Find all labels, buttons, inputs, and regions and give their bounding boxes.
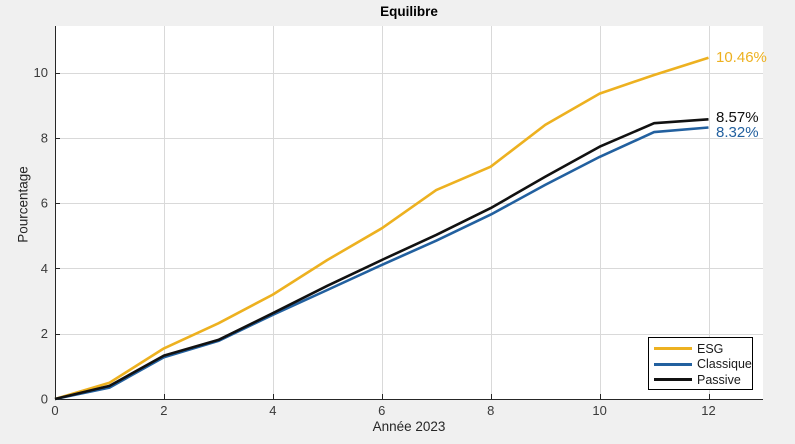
legend-item-classique[interactable]: Classique	[649, 357, 752, 373]
legend[interactable]: ESG Classique Passive	[648, 337, 753, 390]
plot-area	[55, 26, 763, 399]
x-tick-label-8: 8	[487, 403, 494, 418]
series-line-classique	[54, 126, 709, 401]
series-line-passive	[54, 118, 709, 401]
x-tick-label-4: 4	[269, 403, 276, 418]
x-tick-label-0: 0	[51, 403, 58, 418]
legend-swatch-esg	[654, 347, 692, 351]
y-tick-label-2: 2	[41, 326, 48, 341]
x-tick-label-10: 10	[592, 403, 606, 418]
series-end-label-passive: 8.57%	[716, 108, 759, 126]
series-end-label-classique: 8.32%	[716, 123, 759, 141]
y-tick-label-4: 4	[41, 261, 48, 276]
legend-swatch-classique	[654, 362, 692, 366]
x-tick-label-12: 12	[701, 403, 715, 418]
legend-label-esg: ESG	[697, 341, 724, 356]
y-tick-label-0: 0	[41, 392, 48, 407]
series-end-label-esg: 10.46%	[716, 49, 767, 66]
y-tick-label-10: 10	[34, 65, 48, 80]
x-tick-label-6: 6	[378, 403, 385, 418]
legend-item-esg[interactable]: ESG	[649, 341, 752, 357]
series-line-esg	[54, 56, 709, 401]
legend-label-passive: Passive	[697, 372, 741, 387]
y-tick-label-8: 8	[41, 130, 48, 145]
x-axis-label: Année 2023	[372, 419, 446, 434]
y-tick-label-6: 6	[41, 196, 48, 211]
legend-item-passive[interactable]: Passive	[649, 372, 752, 388]
legend-label-classique: Classique	[697, 357, 752, 372]
chart-title: Equilibre	[380, 4, 438, 19]
legend-swatch-passive	[654, 378, 692, 382]
x-tick-label-2: 2	[160, 403, 167, 418]
y-axis-label: Pourcentage	[15, 166, 31, 243]
